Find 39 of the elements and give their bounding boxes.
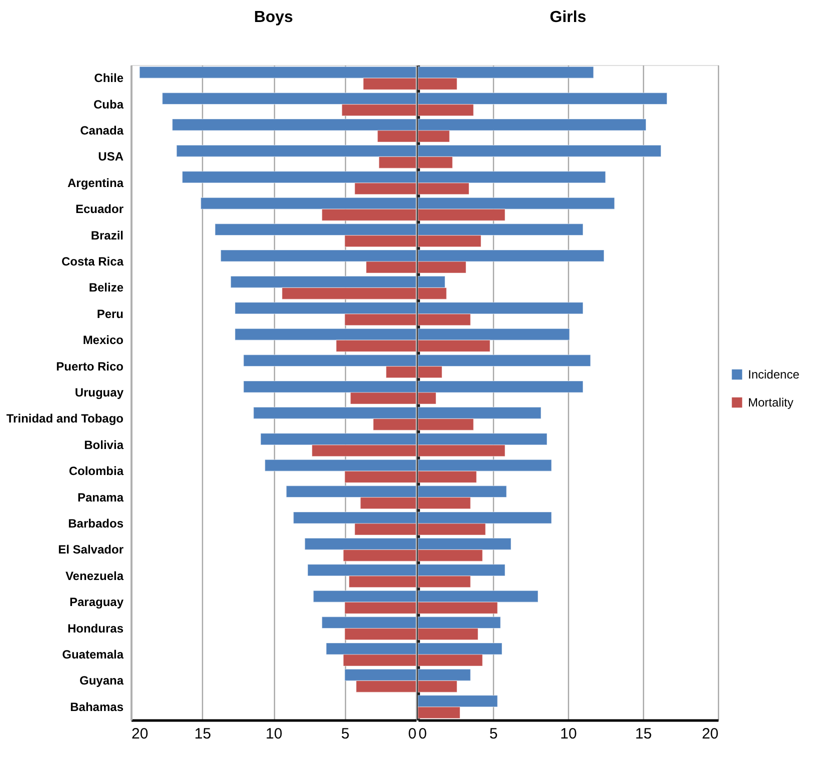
- y-tick-label: El Salvador: [58, 542, 124, 557]
- y-tick-label: Bolivia: [84, 438, 124, 452]
- x-tick-label: 15: [194, 726, 212, 742]
- y-tick-label: Peru: [96, 306, 124, 321]
- y-tick-label: Colombia: [68, 464, 124, 478]
- y-tick-label: Trinidad and Tobago: [6, 412, 124, 426]
- y-tick-label: Belize: [88, 280, 124, 295]
- y-tick-label: Bahamas: [70, 700, 124, 714]
- x-tick-label: 0: [408, 726, 416, 742]
- x-tick-label: 10: [266, 726, 282, 742]
- y-tick-label: USA: [98, 150, 124, 164]
- x-tick-label: 20: [702, 726, 718, 742]
- x-tick-label: 0: [418, 726, 427, 742]
- y-tick-label: Panama: [77, 490, 124, 504]
- x-tick-label: 15: [635, 726, 652, 742]
- y-tick-label: Guyana: [79, 674, 124, 688]
- y-tick-label: Barbados: [68, 516, 124, 530]
- chart-title: Boys: [254, 9, 294, 26]
- y-tick-label: Uruguay: [74, 386, 124, 400]
- legend-label: Incidence: [748, 368, 800, 382]
- chart-title: Girls: [550, 9, 586, 26]
- y-tick-label: Guatemala: [62, 648, 124, 662]
- y-tick-label: Costa Rica: [61, 254, 124, 268]
- x-tick-label: 10: [560, 726, 577, 742]
- y-tick-label: Mexico: [82, 333, 124, 348]
- y-tick-label: Argentina: [67, 176, 124, 190]
- y-tick-label: Chile: [94, 71, 124, 86]
- y-tick-label: Puerto Rico: [56, 359, 124, 374]
- x-tick-label: 5: [489, 726, 498, 742]
- y-tick-label: Paraguay: [69, 595, 124, 610]
- x-tick-label: 5: [341, 726, 350, 742]
- y-tick-label: Canada: [80, 124, 124, 138]
- legend-label: Mortality: [748, 396, 794, 410]
- x-tick-label: 20: [132, 726, 148, 742]
- y-tick-label: Honduras: [67, 621, 124, 636]
- y-tick-label: Ecuador: [75, 202, 124, 216]
- y-tick-label: Cuba: [94, 97, 124, 112]
- y-tick-label: Brazil: [90, 228, 124, 242]
- y-tick-label: Venezuela: [65, 568, 124, 583]
